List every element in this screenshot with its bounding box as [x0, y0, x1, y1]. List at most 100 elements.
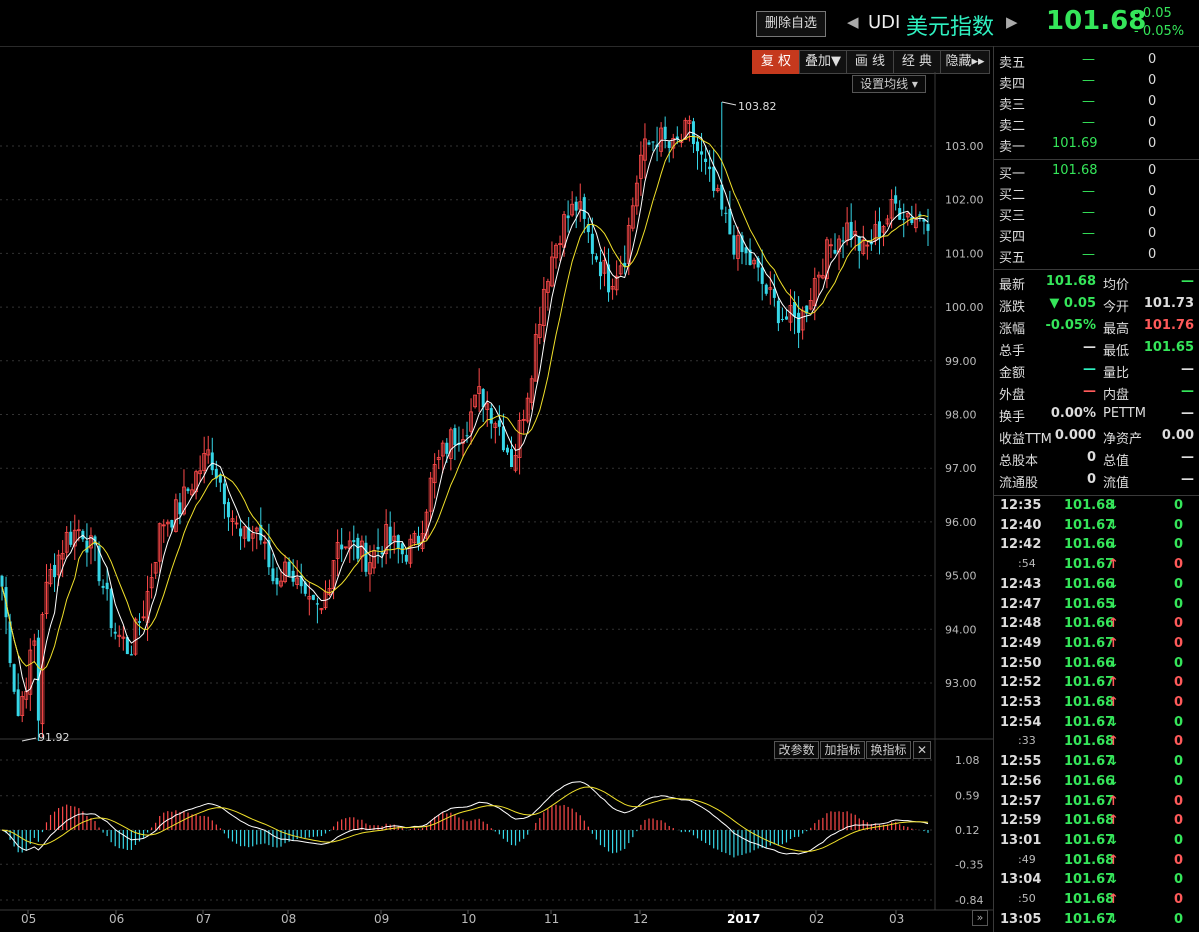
candle-body	[910, 217, 914, 224]
candle-body	[712, 166, 716, 191]
tick-volume: 0	[1174, 537, 1184, 553]
bid-label: 买五	[999, 251, 1026, 266]
stat-row: 涨幅 -0.05% 最高 101.76	[994, 318, 1199, 340]
tick-volume: 0	[1174, 596, 1184, 612]
price-tick-label: 97.00	[945, 462, 977, 475]
candle-body	[12, 664, 16, 692]
tick-volume: 0	[1174, 616, 1184, 632]
tab-adjust[interactable]: 复 权	[752, 50, 800, 74]
candle-body	[121, 636, 126, 639]
delete-watchlist-button[interactable]: 删除自选	[756, 11, 826, 37]
prev-symbol-icon[interactable]: ◀	[847, 13, 859, 31]
change-params-button[interactable]: 改参数	[774, 741, 819, 759]
stat-value: 101.65	[1143, 340, 1194, 355]
candle-body	[343, 546, 348, 549]
price-tick-label: 95.00	[945, 570, 977, 583]
tick-price: 101.66	[1064, 576, 1115, 592]
tick-volume: 0	[1174, 517, 1184, 533]
candle-body	[0, 575, 4, 587]
candle-body	[756, 258, 760, 268]
candle-body	[825, 239, 829, 280]
candle-body	[125, 637, 129, 655]
candle-body	[715, 188, 720, 192]
bid-row: 买二 — 0	[994, 184, 1199, 205]
ask-label: 卖三	[999, 98, 1026, 113]
add-indicator-button[interactable]: 加指标	[820, 741, 865, 759]
tick-arrow-icon: ↓	[1108, 714, 1119, 730]
candle-body	[574, 201, 578, 211]
stat-value: 0	[1086, 450, 1096, 465]
expand-icon[interactable]: »	[972, 910, 988, 926]
tick-time: 12:52	[1000, 675, 1042, 691]
candle-body	[683, 119, 688, 140]
set-ma-dropdown[interactable]: 设置均线 ▾	[852, 75, 926, 93]
tab-draw[interactable]: 画 线	[846, 50, 894, 74]
candle-body	[537, 324, 542, 338]
candle-body	[165, 521, 170, 525]
candle-body	[525, 397, 530, 422]
stat-value: —	[1181, 274, 1194, 289]
tick-volume: 0	[1174, 793, 1184, 809]
candle-body	[113, 631, 117, 634]
bid-price: —	[1082, 184, 1095, 199]
close-indicator-icon[interactable]: ✕	[913, 741, 931, 759]
candle-body	[380, 552, 384, 555]
candle-body	[550, 256, 554, 287]
ask-volume: 0	[1148, 73, 1157, 88]
tick-row: :33 101.68 ↑ 0	[994, 734, 1199, 753]
candle-body	[812, 278, 817, 307]
candle-body	[784, 316, 788, 320]
candle-body	[469, 411, 473, 432]
tick-volume: 0	[1174, 832, 1184, 848]
candle-body	[250, 533, 255, 539]
tick-row: 13:04 101.67 ↓ 0	[994, 872, 1199, 891]
tab-classic[interactable]: 经 典	[893, 50, 941, 74]
tick-arrow-icon: ↑	[1108, 635, 1119, 651]
tick-volume: 0	[1174, 852, 1184, 868]
stat-label: 总值	[1103, 454, 1130, 469]
tick-price: 101.68	[1064, 852, 1115, 868]
candle-body	[424, 511, 429, 539]
candle-body	[881, 226, 886, 233]
ask-label: 卖一	[999, 140, 1026, 155]
candle-body	[384, 524, 389, 555]
switch-indicator-button[interactable]: 换指标	[866, 741, 911, 759]
candle-body	[671, 138, 676, 149]
tick-arrow-icon: ↓	[1108, 872, 1119, 888]
candle-body	[885, 218, 890, 225]
candle-body	[829, 244, 833, 247]
bid-row: 买五 — 0	[994, 247, 1199, 268]
candle-body	[48, 569, 53, 585]
kline-chart[interactable]: 93.00 94.00 95.00 96.00 97.00 98.00 99.00 100.0…	[0, 72, 993, 932]
stat-label: 净资产	[1103, 432, 1143, 447]
candle-body	[352, 540, 356, 543]
tab-hide[interactable]: 隐藏▸▸	[940, 50, 990, 74]
tick-price: 101.68	[1064, 813, 1115, 829]
candle-body	[64, 531, 69, 553]
candle-body	[44, 581, 49, 615]
stat-row: 总手 — 最低 101.65	[994, 340, 1199, 362]
next-symbol-icon[interactable]: ▶	[1006, 13, 1018, 31]
candle-body	[849, 221, 853, 240]
bid-row: 买三 — 0	[994, 205, 1199, 226]
candle-body	[513, 455, 518, 471]
price-change: - 0.05	[1134, 6, 1172, 21]
candle-body	[590, 233, 594, 254]
candle-body	[505, 447, 509, 453]
candle-body	[408, 538, 413, 564]
candle-body	[206, 449, 211, 456]
tick-volume: 0	[1174, 773, 1184, 789]
tick-price: 101.67	[1064, 793, 1115, 809]
candle-body	[473, 394, 478, 408]
candle-body	[481, 389, 485, 408]
stat-label: 量比	[1103, 366, 1130, 381]
tab-overlay[interactable]: 叠加▼	[799, 50, 847, 74]
candle-body	[356, 537, 360, 559]
tick-time: 12:56	[1000, 773, 1042, 789]
tick-arrow-icon: ↓	[1108, 911, 1119, 927]
candle-body	[905, 212, 910, 218]
candle-body	[364, 542, 368, 572]
price-change-pct: - 0.05%	[1134, 24, 1185, 39]
quote-panel: 卖五 — 0 卖四 — 0 卖三 — 0 卖二 — 0 卖一 101.69 0 买一 101.68 0 买二 — 0 买三…	[993, 46, 1199, 932]
candle-body	[517, 420, 522, 458]
